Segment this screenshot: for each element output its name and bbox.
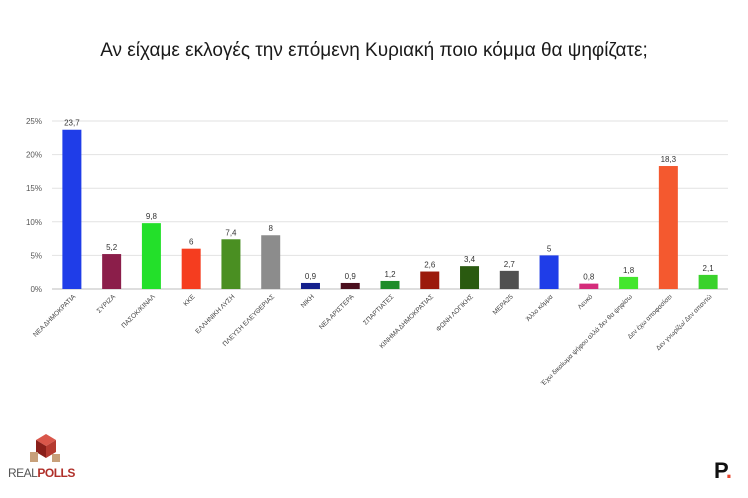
data-label: 2,7 [504,260,516,269]
bar [420,271,440,289]
y-tick-label: 20% [26,151,42,160]
realpolls-wordmark: REALPOLLS [8,466,75,480]
bar [460,266,480,289]
x-axis-labels: ΝΕΑ ΔΗΜΟΚΡΑΤΙΑ ΣΥΡΙΖΑ ΠΑΣΟΚ/ΚΙΝΑΛ ΚΚΕΕΛΛΗΝΙ… [32,292,713,388]
x-tick-label: Άλλο κόμμα [524,293,554,323]
y-axis: 0% 5% 10% 15% 20% 25% [26,117,42,294]
bar [380,280,400,289]
bar [102,254,122,289]
y-tick-label: 10% [26,218,42,227]
realpolls-logo [6,434,96,484]
y-tick-label: 5% [30,251,42,260]
data-label: 2,6 [424,261,436,270]
p-logo-dot: . [725,458,732,483]
y-tick-label: 0% [30,285,42,294]
x-tick-label: ΣΥΡΙΖΑ [96,293,118,315]
x-tick-label: ΚΚΕ [182,293,197,308]
x-tick-label: ΜΕΡΑ25 [492,293,515,316]
data-label: 23,7 [64,119,80,128]
data-label: 8 [268,224,273,233]
bar [181,248,201,289]
x-tick-label: Λευκό [576,293,595,312]
bar [658,166,678,289]
bar [62,129,82,289]
data-label: 9,8 [146,212,158,221]
y-tick-label: 15% [26,184,42,193]
x-tick-label: Δεν έχω αποφασίσει [626,292,674,340]
data-label: 18,3 [661,155,677,164]
x-tick-label: ΠΑΣΟΚ/ΚΙΝΑΛ [120,293,157,330]
bar [698,274,718,289]
x-tick-label: ΣΠΑΡΤΙΑΤΕΣ [362,293,395,326]
data-label: 5,2 [106,243,118,252]
bar [539,255,559,289]
p-logo: P. [714,458,732,484]
bar [300,282,320,289]
bar [221,239,241,289]
x-tick-label: ΝΕΑ ΑΡΙΣΤΕΡΑ [318,293,356,331]
realpolls-wordmark-b: POLLS [37,466,75,480]
bar [261,235,281,289]
x-tick-label: ΕΛΛΗΝΙΚΗ ΛΥΣΗ [194,293,236,335]
bar [499,270,519,289]
x-tick-label: ΝΕΑ ΔΗΜΟΚΡΑΤΙΑ [32,293,78,339]
data-label: 5 [547,244,552,253]
data-label: 6 [189,238,194,247]
data-label: 7,4 [225,228,237,237]
p-logo-letter: P [714,458,726,483]
data-label: 1,8 [623,266,635,275]
data-label: 0,9 [305,272,317,281]
x-tick-label: Έχω δικαίωμα ψήφου αλλά δεν θα ψηφίσω [539,293,634,388]
data-label: 0,9 [345,272,357,281]
bar [340,282,360,289]
x-tick-label: ΦΩΝΗ ΛΟΓΙΚΗΣ [435,293,475,333]
realpolls-wordmark-a: REAL [8,466,38,480]
x-tick-label: ΝΙΚΗ [300,293,316,309]
y-tick-label: 25% [26,117,42,126]
value-labels: 23,7 5,2 9,8 6 7,4 8 0,9 0,9 1,2 2,6 3,4 2,7 5 0,8 1,8… [64,119,714,282]
chart-title: Αν είχαμε εκλογές την επόμενη Κυριακή πο… [100,40,648,61]
data-label: 3,4 [464,255,476,264]
data-label: 2,1 [703,264,715,273]
bar [579,283,599,289]
data-label: 0,8 [583,273,595,282]
bars [62,129,718,289]
bar [141,223,161,289]
bar [619,276,639,289]
data-label: 1,2 [384,270,396,279]
